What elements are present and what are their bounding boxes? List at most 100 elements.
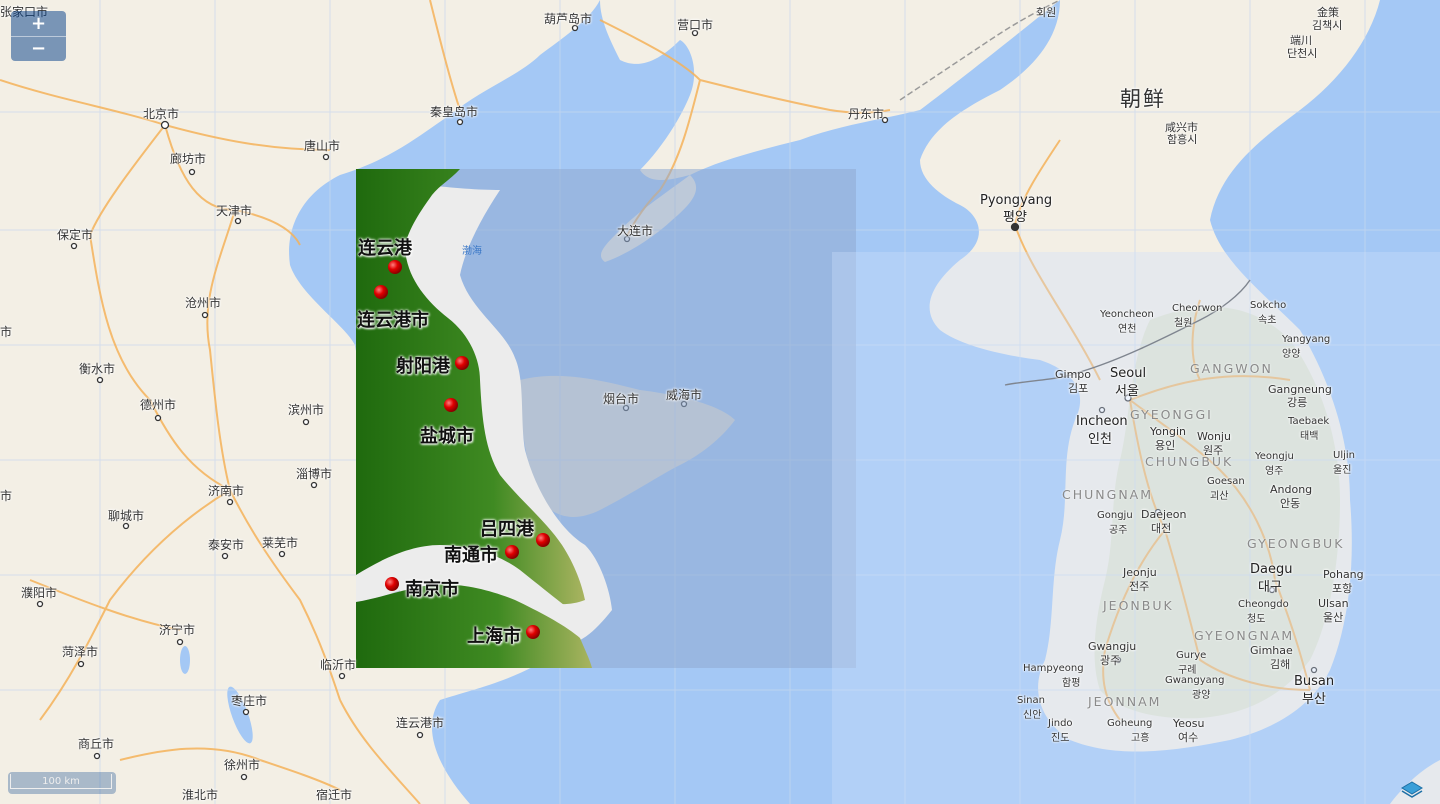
pin-lianyungang-port: [388, 260, 402, 274]
label-jeonju-kr: 전주: [1129, 580, 1150, 593]
label-sinan-kr: 신안: [1023, 710, 1042, 721]
label-chungbuk: CHUNGBUK: [1145, 454, 1234, 469]
label-chungnam: CHUNGNAM: [1062, 487, 1153, 502]
label-gyeongbuk: GYEONGBUK: [1247, 536, 1345, 551]
label-hengshui: 衡水市: [79, 362, 116, 376]
label-lianyungang: 连云港市: [396, 716, 445, 730]
pin-yancheng-city: [444, 398, 458, 412]
label-suqian: 宿迁市: [316, 788, 353, 802]
overlay-label-nantong-city: 南通市: [444, 545, 498, 566]
overlay-frame-2: [832, 252, 1440, 804]
label-tangshan: 唐山市: [304, 139, 341, 153]
overlay-label-sheyang-port: 射阳港: [396, 356, 450, 377]
label-xuzhou: 徐州市: [224, 758, 261, 772]
label-cheorwon: Cheorwon: [1172, 303, 1223, 314]
label-heze: 菏泽市: [62, 645, 99, 659]
pin-nanjing-city: [385, 577, 399, 591]
label-gimhae-kr: 김해: [1270, 658, 1291, 671]
label-busan: Busan: [1294, 674, 1335, 689]
label-tianjin: 天津市: [216, 204, 253, 218]
label-dezhou: 德州市: [140, 398, 177, 412]
label-jindo: Jindo: [1048, 718, 1073, 729]
label-yeoncheon: Yeoncheon: [1100, 309, 1154, 320]
overlay-label-shanghai-city: 上海市: [467, 626, 521, 647]
label-zibo: 淄博市: [296, 467, 333, 481]
pin-sheyang-port: [455, 356, 469, 370]
label-gwangju-kr: 광주: [1100, 654, 1121, 667]
label-hamhung: 함흥시: [1167, 133, 1198, 146]
label-gyeongnam: GYEONGNAM: [1194, 628, 1295, 643]
label-hampyeong-kr: 함평: [1062, 678, 1081, 689]
label-wonju-kr: 원주: [1203, 444, 1224, 457]
label-seoul-kr: 서울: [1115, 384, 1139, 399]
label-gimpo: Gimpo: [1055, 368, 1092, 381]
scale-line: 100 km: [8, 772, 116, 794]
label-dandong: 丹东市: [848, 107, 885, 121]
label-daegu-kr: 대구: [1258, 580, 1282, 595]
zoom-out-button[interactable]: −: [11, 36, 66, 61]
label-yongin-kr: 용인: [1155, 439, 1176, 452]
overlay-label-lianyungang-city: 连云港市: [357, 310, 429, 331]
label-huludao: 葫芦岛市: [544, 12, 593, 26]
label-jining: 济宁市: [159, 623, 196, 637]
label-taebaek-kr: 태백: [1300, 431, 1319, 442]
label-huaibei: 淮北市: [182, 788, 219, 802]
label-qinhuangdao: 秦皇岛市: [430, 105, 479, 119]
label-yangyang-kr: 양양: [1282, 349, 1301, 360]
label-binzhou: 滨州市: [288, 403, 325, 417]
overlay-river: [356, 545, 590, 627]
label-gwangyang: Gwangyang: [1165, 675, 1225, 686]
label-bohai: 渤海: [462, 246, 482, 257]
label-jindo-kr: 진도: [1051, 733, 1070, 744]
label-taebaek: Taebaek: [1288, 416, 1330, 427]
label-gimchaek-cn: 金策: [1317, 6, 1339, 19]
south-korea-terrain: [1094, 306, 1340, 719]
japan-edge: [1390, 760, 1440, 804]
label-cheongdo-kr: 청도: [1247, 614, 1266, 625]
label-uljin-kr: 울진: [1333, 465, 1352, 476]
label-laiwu: 莱芜市: [262, 536, 299, 550]
label-gurye-kr: 구례: [1178, 665, 1197, 676]
label-jeonbuk: JEONBUK: [1103, 598, 1174, 613]
label-korea: 朝鲜: [1120, 87, 1166, 111]
label-pohang-kr: 포항: [1332, 582, 1353, 595]
label-hampyeong: Hampyeong: [1023, 663, 1084, 674]
label-yeongju-kr: 영주: [1265, 466, 1284, 477]
label-baoding: 保定市: [57, 228, 94, 242]
label-gangneung-kr: 강릉: [1287, 396, 1308, 409]
label-goheung-kr: 고흥: [1131, 733, 1150, 744]
label-seoul: Seoul: [1110, 366, 1147, 381]
label-beijing: 北京市: [143, 107, 180, 121]
label-incheon: Incheon: [1076, 414, 1128, 429]
label-yeosu-kr: 여수: [1178, 731, 1199, 744]
label-jinan: 济南市: [208, 484, 245, 498]
label-weihai: 威海市: [666, 388, 703, 402]
label-gimhae: Gimhae: [1250, 644, 1293, 657]
overlay-label-nanjing-city: 南京市: [405, 579, 459, 600]
pin-shanghai-city: [526, 625, 540, 639]
label-yeoncheon-kr: 연천: [1118, 324, 1137, 335]
label-langfang: 廊坊市: [170, 152, 207, 166]
label-edge-shi-b: 市: [0, 489, 13, 503]
label-daejeon-kr: 대전: [1151, 522, 1172, 535]
label-sinan: Sinan: [1017, 695, 1045, 706]
label-gurye: Gurye: [1176, 650, 1207, 661]
overlay-label-lvsi-port: 吕四港: [480, 519, 534, 540]
label-dalian: 大连市: [617, 224, 654, 238]
label-linyi: 临沂市: [320, 658, 357, 672]
overlay-label-yancheng-city: 盐城市: [420, 426, 474, 447]
scale-label: 100 km: [10, 774, 112, 789]
label-gimchaek: 김책시: [1312, 19, 1343, 32]
layers-icon[interactable]: [1400, 778, 1424, 800]
label-ulsan-kr: 울산: [1323, 611, 1344, 624]
label-cheorwon-kr: 철원: [1174, 318, 1193, 329]
label-yangyang: Yangyang: [1282, 334, 1331, 345]
label-gimpo-kr: 김포: [1068, 382, 1089, 395]
liaoning-coast: [600, 0, 1060, 180]
label-gwangju: Gwangju: [1088, 640, 1137, 653]
label-yeongju: Yeongju: [1255, 451, 1294, 462]
label-ulsan: Ulsan: [1318, 597, 1349, 610]
zoom-in-button[interactable]: +: [11, 11, 66, 36]
label-uljin: Uljin: [1333, 450, 1355, 461]
